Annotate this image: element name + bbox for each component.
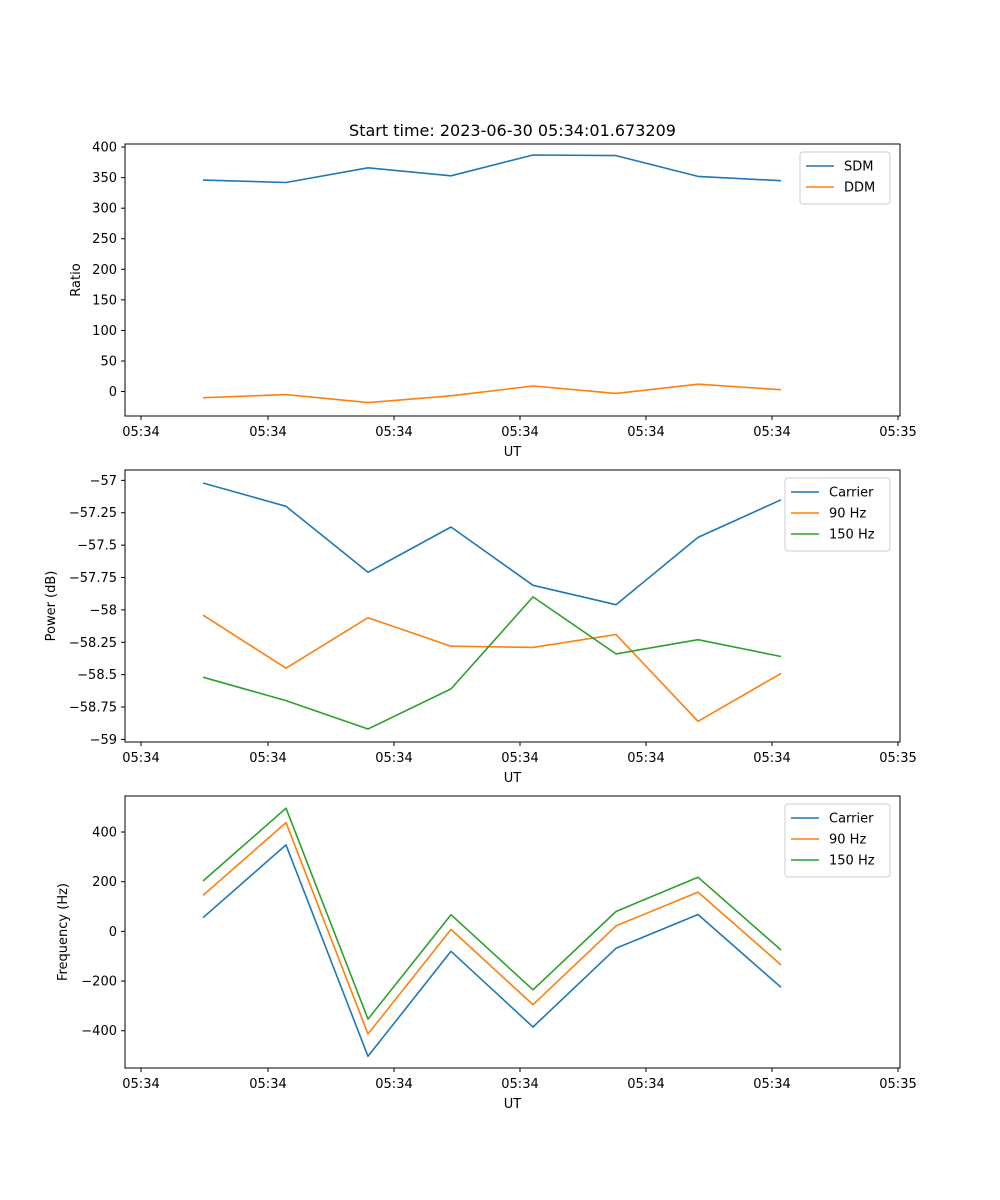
- x-tick-label: 05:34: [122, 751, 159, 766]
- x-tick-label: 05:34: [627, 425, 664, 440]
- chart-1: 0 50 100 150 200 250 300 350 400 05:34 05:34 05:34 0…: [69, 141, 917, 460]
- x-axis-label: UT: [504, 1097, 522, 1112]
- y-tick-label: −57.25: [69, 506, 117, 521]
- x-tick-label: 05:35: [879, 751, 916, 766]
- x-axis-label: UT: [504, 445, 522, 460]
- legend: SDM DDM: [799, 151, 891, 205]
- y-tick-label: 100: [92, 324, 117, 339]
- y-tick-label: −58.75: [69, 701, 117, 716]
- legend: Carrier 90 Hz 150 Hz: [784, 803, 891, 878]
- y-tick-label: −58.5: [77, 668, 117, 683]
- x-tick-label: 05:34: [753, 751, 790, 766]
- x-tick-label: 05:34: [753, 425, 790, 440]
- chart-3: −400 −200 0 200 400 05:34 05:34 05:34 05:34 05:34…: [56, 795, 917, 1112]
- plot-frame: [124, 143, 901, 417]
- x-tick-label: 05:35: [879, 425, 916, 440]
- figure-title: Start time: 2023-06-30 05:34:01.673209: [349, 121, 676, 140]
- x-tick-label: 05:34: [375, 1077, 412, 1092]
- x-tick-label: 05:34: [122, 1077, 159, 1092]
- series-line-90-hz: [202, 614, 782, 723]
- x-tick-label: 05:34: [249, 425, 286, 440]
- legend-box: [784, 477, 891, 552]
- x-tick-label: 05:34: [501, 425, 538, 440]
- y-tick-label: 0: [109, 925, 117, 940]
- x-tick-label: 05:35: [879, 1077, 916, 1092]
- y-tick-label: −57.5: [77, 539, 117, 554]
- y-tick-label: −58.25: [69, 636, 117, 651]
- x-tick-label: 05:34: [753, 1077, 790, 1092]
- legend-entry: SDM: [844, 160, 873, 175]
- y-tick-label: 350: [92, 171, 117, 186]
- y-tick-label: 300: [92, 202, 117, 217]
- y-tick-label: 200: [92, 263, 117, 278]
- legend-entry: Carrier: [829, 812, 874, 827]
- y-tick-label: 250: [92, 232, 117, 247]
- legend-entry: Carrier: [829, 486, 874, 501]
- plot-frame: [124, 469, 901, 743]
- legend: Carrier 90 Hz 150 Hz: [784, 477, 891, 552]
- series-line-150-hz: [202, 596, 782, 730]
- x-tick-label: 05:34: [501, 751, 538, 766]
- legend-entry: 150 Hz: [829, 528, 875, 543]
- x-axis-label: UT: [504, 771, 522, 786]
- series-line-90-hz: [202, 821, 782, 1035]
- series-line-sdm: [202, 154, 782, 184]
- y-tick-label: −200: [81, 975, 117, 990]
- series-line-ddm: [202, 383, 782, 404]
- series-line-carrier: [202, 844, 782, 1058]
- series-line-150-hz: [202, 807, 782, 1020]
- chart-2: −59 −58.75 −58.5 −58.25 −58 −57.75 −57.5 −57.25…: [44, 469, 917, 786]
- y-tick-label: −57: [90, 474, 117, 489]
- legend-entry: 150 Hz: [829, 854, 875, 869]
- y-tick-label: 200: [92, 875, 117, 890]
- y-tick-label: 50: [100, 354, 117, 369]
- y-tick-label: 400: [92, 826, 117, 841]
- y-axis-label: Power (dB): [44, 571, 59, 642]
- y-tick-label: 0: [109, 385, 117, 400]
- legend-box: [784, 803, 891, 878]
- y-tick-label: 150: [92, 293, 117, 308]
- y-tick-label: −57.75: [69, 571, 117, 586]
- plot-frame: [124, 795, 901, 1069]
- x-tick-label: 05:34: [627, 751, 664, 766]
- y-axis-label: Ratio: [69, 263, 84, 296]
- x-tick-label: 05:34: [501, 1077, 538, 1092]
- series-line-carrier: [202, 482, 782, 606]
- x-tick-label: 05:34: [249, 751, 286, 766]
- legend-box: [799, 151, 891, 205]
- x-tick-label: 05:34: [375, 751, 412, 766]
- x-tick-label: 05:34: [375, 425, 412, 440]
- x-tick-label: 05:34: [249, 1077, 286, 1092]
- charts: 0 50 100 150 200 250 300 350 400 05:34 05:34 05:34 0…: [44, 141, 917, 1112]
- y-axis-label: Frequency (Hz): [56, 883, 71, 981]
- legend-entry: 90 Hz: [829, 833, 866, 848]
- x-tick-label: 05:34: [122, 425, 159, 440]
- y-tick-label: −400: [81, 1024, 117, 1039]
- x-tick-label: 05:34: [627, 1077, 664, 1092]
- y-tick-label: −59: [90, 733, 117, 748]
- y-tick-label: 400: [92, 141, 117, 156]
- y-tick-label: −58: [90, 603, 117, 618]
- legend-entry: 90 Hz: [829, 507, 866, 522]
- legend-entry: DDM: [844, 181, 875, 196]
